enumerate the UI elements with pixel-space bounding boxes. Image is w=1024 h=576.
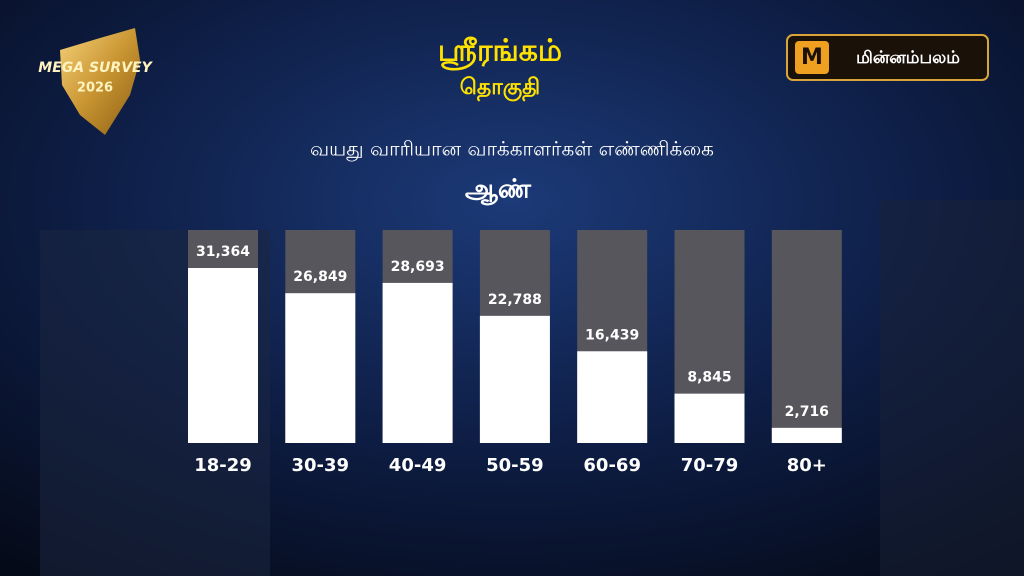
brand-icon-letter: M bbox=[801, 45, 823, 70]
x-tick-label: 18-29 bbox=[194, 455, 252, 476]
bars: 31,364 18-29 26,849 30-39 28,693 40-49 22,788 5… bbox=[188, 230, 842, 476]
bar bbox=[577, 351, 648, 443]
x-tick-label: 40-49 bbox=[389, 455, 447, 476]
value-label: 16,439 bbox=[585, 327, 639, 343]
logo-year: 2026 bbox=[77, 81, 113, 96]
value-label: 26,849 bbox=[293, 269, 347, 285]
logo: MEGA SURVEY 2026 bbox=[38, 28, 154, 135]
logo-map bbox=[60, 28, 140, 135]
series-label: ஆண் bbox=[465, 175, 532, 206]
bar bbox=[674, 393, 745, 443]
bar bbox=[188, 268, 258, 443]
x-tick-label: 60-69 bbox=[583, 455, 641, 476]
bar bbox=[382, 282, 453, 443]
x-tick-label: 50-59 bbox=[486, 455, 544, 476]
x-tick-label: 80+ bbox=[787, 455, 827, 476]
x-tick-label: 30-39 bbox=[292, 455, 350, 476]
chart-title: வயது வாரியான வாக்காளர்கள் எண்ணிக்கை bbox=[310, 137, 714, 162]
subtitle: தொகுதி bbox=[460, 75, 540, 102]
value-label: 28,693 bbox=[391, 259, 445, 275]
value-label: 22,788 bbox=[488, 292, 542, 308]
brand-frame bbox=[786, 34, 989, 81]
value-label: 2,716 bbox=[785, 404, 829, 420]
title: ஸ்ரீரங்கம் bbox=[438, 34, 562, 71]
x-tick-label: 70-79 bbox=[681, 455, 739, 476]
brand-icon bbox=[795, 41, 829, 74]
bar bbox=[771, 427, 842, 443]
bar-track bbox=[771, 230, 842, 443]
tower-silhouette bbox=[880, 200, 1024, 576]
logo-text: MEGA SURVEY bbox=[38, 60, 153, 76]
brand-name: மின்னம்பலம் bbox=[856, 48, 960, 68]
value-label: 31,364 bbox=[196, 244, 250, 260]
bar bbox=[479, 315, 550, 443]
bar bbox=[285, 293, 356, 443]
brand-box: M மின்னம்பலம் bbox=[786, 34, 989, 81]
value-label: 8,845 bbox=[687, 370, 731, 386]
